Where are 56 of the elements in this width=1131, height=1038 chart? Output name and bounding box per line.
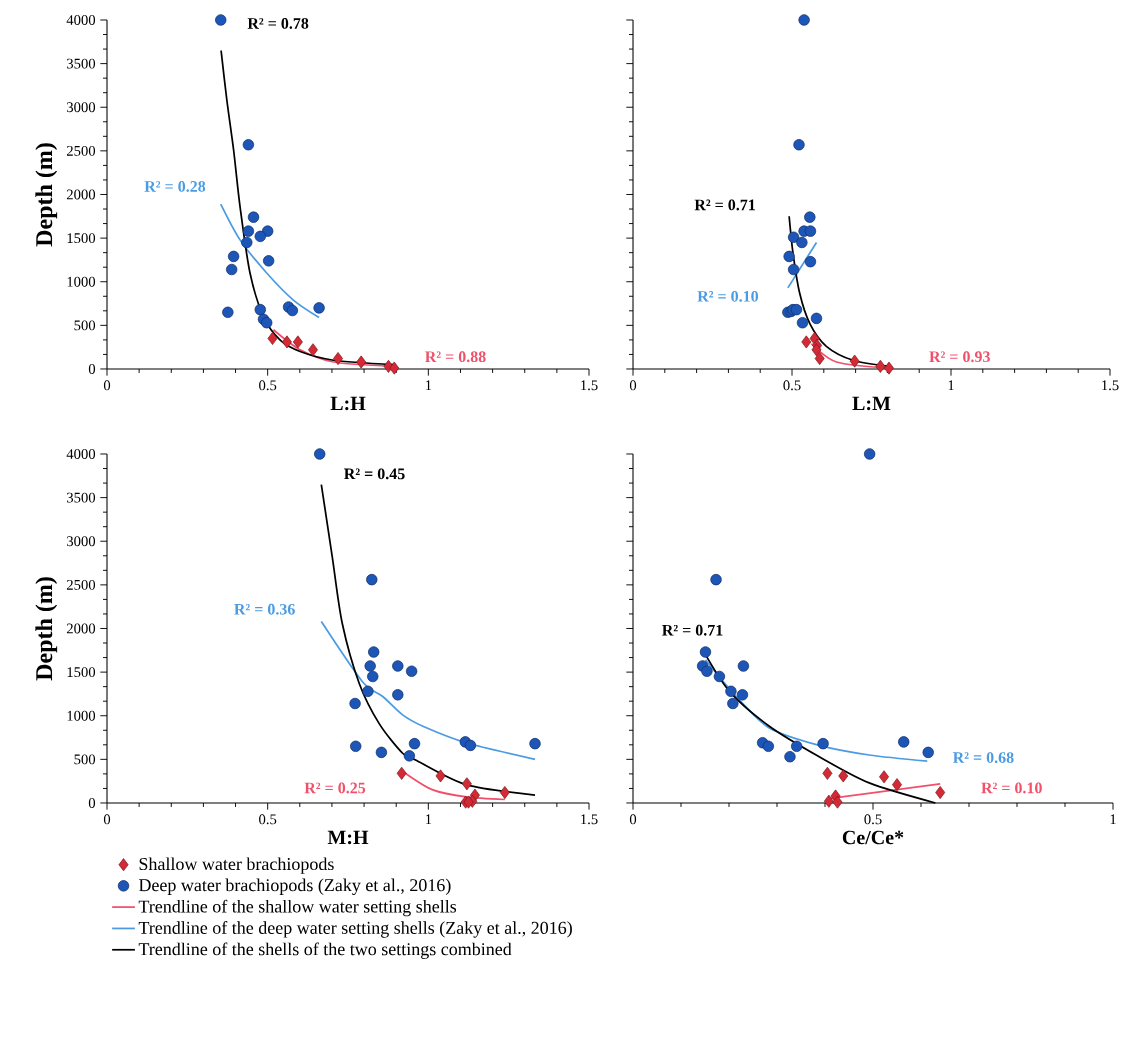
y-tick-label: 1000 bbox=[67, 710, 96, 721]
y-tick-label: 0 bbox=[88, 364, 96, 374]
annotation: R² = 0.78 bbox=[247, 18, 309, 29]
y-tick-label: 4000 bbox=[66, 15, 96, 25]
legend-label: Trendline of the shells of the two settings combined bbox=[138, 942, 512, 959]
x-tick-label: 1 bbox=[425, 814, 432, 825]
y-tick-label: 2500 bbox=[66, 579, 96, 590]
legend-label: Trendline of the deep water setting shells (Zaky et al., 2016) bbox=[138, 921, 572, 938]
x-tick-label: 0 bbox=[629, 814, 637, 825]
annotation: R² = 0.88 bbox=[425, 351, 486, 363]
x-tick-label: 1 bbox=[425, 380, 432, 391]
x-axis-title: Ce/Ce* bbox=[842, 830, 904, 845]
y-tick-label: 3000 bbox=[67, 102, 96, 113]
y-tick-label: 1500 bbox=[67, 233, 96, 244]
y-tick-label: 500 bbox=[74, 320, 96, 331]
y-axis-title: Depth (m) bbox=[35, 143, 58, 247]
y-tick-label: 3500 bbox=[67, 492, 96, 503]
annotation: R² = 0.71 bbox=[694, 199, 755, 211]
annotation: R² = 0.36 bbox=[234, 603, 295, 615]
annotation: R² = 0.45 bbox=[344, 468, 405, 480]
x-axis-title: L:H bbox=[330, 396, 366, 411]
annotation: R² = 0.28 bbox=[144, 181, 206, 192]
x-axis-title: M:H bbox=[327, 830, 369, 845]
annotation: R² = 0.10 bbox=[981, 782, 1042, 794]
y-tick-label: 1000 bbox=[67, 276, 96, 287]
y-tick-label: 0 bbox=[88, 798, 96, 808]
x-tick-label: 0.5 bbox=[783, 380, 801, 391]
x-tick-label: 0.5 bbox=[259, 814, 277, 825]
legend-label: Trendline of the shallow water setting shells bbox=[138, 899, 457, 917]
x-tick-label: 1.5 bbox=[1102, 380, 1119, 391]
x-tick-label: 0 bbox=[103, 380, 111, 391]
y-tick-label: 2500 bbox=[66, 145, 96, 156]
y-tick-label: 3500 bbox=[67, 58, 96, 69]
legend-label: Shallow water brachiopods bbox=[139, 857, 334, 874]
y-tick-label: 2000 bbox=[66, 623, 96, 634]
x-tick-label: 1.5 bbox=[581, 814, 598, 825]
x-tick-label: 1 bbox=[1110, 814, 1116, 825]
x-tick-label: 0.5 bbox=[259, 380, 277, 391]
annotation: R² = 0.71 bbox=[662, 624, 723, 636]
annotation: R² = 0.68 bbox=[952, 752, 1014, 764]
y-axis-title: Depth (m) bbox=[35, 577, 58, 681]
annotation: R² = 0.10 bbox=[697, 290, 759, 302]
legend-label: Deep water brachiopods (Zaky et al., 2016) bbox=[138, 878, 451, 895]
y-tick-label: 2000 bbox=[66, 189, 96, 200]
annotation: R² = 0.93 bbox=[929, 351, 990, 363]
x-tick-label: 1.5 bbox=[581, 380, 598, 391]
x-tick-label: 0 bbox=[103, 814, 111, 825]
y-tick-label: 500 bbox=[74, 754, 96, 765]
x-tick-label: 0.5 bbox=[864, 814, 882, 825]
annotation: R² = 0.25 bbox=[304, 782, 366, 794]
x-tick-label: 1 bbox=[948, 380, 954, 391]
x-axis-title: L:M bbox=[852, 396, 891, 411]
x-tick-label: 0 bbox=[629, 380, 637, 391]
y-tick-label: 4000 bbox=[66, 449, 96, 459]
y-tick-label: 3000 bbox=[67, 536, 96, 547]
y-tick-label: 1500 bbox=[67, 667, 96, 678]
